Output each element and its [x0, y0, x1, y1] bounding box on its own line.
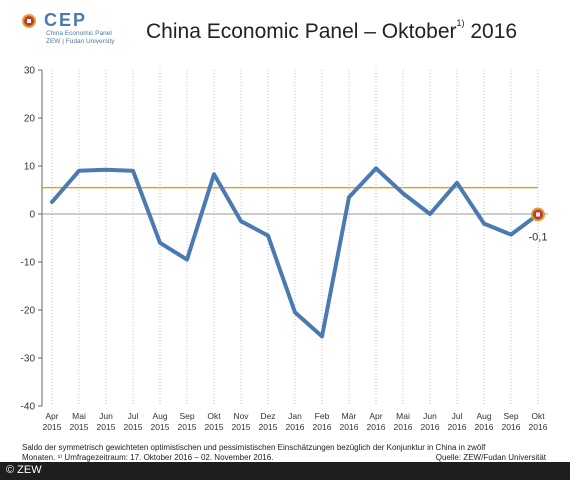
x-tick-label-year: 2016 — [529, 422, 548, 432]
y-tick-label: -30 — [21, 354, 36, 365]
chart-title-footnote-mark: 1) — [456, 18, 465, 28]
chart-source: Quelle: ZEW/Fudan Universität — [435, 453, 546, 462]
footer-bar: © ZEW — [0, 462, 570, 480]
y-tick-label: -20 — [21, 306, 36, 317]
x-tick-label-month: Nov — [233, 411, 249, 421]
x-tick-label-year: 2016 — [475, 422, 494, 432]
chart-title-year: 2016 — [470, 20, 518, 43]
logo-name: CEP — [44, 10, 88, 30]
x-tick-label-month: Okt — [207, 411, 221, 421]
x-tick-label-year: 2016 — [313, 422, 332, 432]
x-tick-label-year: 2015 — [151, 422, 170, 432]
x-tick-label-month: Jan — [288, 411, 302, 421]
x-tick-label-year: 2016 — [340, 422, 359, 432]
chart-caption: Saldo der symmetrisch gewichteten optimi… — [22, 443, 552, 463]
y-tick-label: 10 — [24, 162, 36, 173]
x-tick-label-year: 2016 — [394, 422, 413, 432]
x-tick-label-month: Jul — [128, 411, 139, 421]
x-tick-label-year: 2016 — [421, 422, 440, 432]
logo-subtitle-1: China Economic Panel — [46, 30, 112, 37]
copyright: © ZEW — [6, 464, 42, 476]
x-tick-label-month: Feb — [315, 411, 330, 421]
x-tick-label-year: 2015 — [124, 422, 143, 432]
x-tick-label-month: Jun — [99, 411, 113, 421]
x-tick-label-month: Jun — [423, 411, 437, 421]
x-tick-label-month: Mär — [342, 411, 357, 421]
caption-line-2: Monaten. ¹⁾ Umfragezeitraum: 17. Oktober… — [22, 453, 274, 462]
chart-title-main: China Economic Panel – Oktober — [146, 20, 457, 43]
x-tick-label-year: 2015 — [205, 422, 224, 432]
x-tick-label-year: 2015 — [259, 422, 278, 432]
y-tick-label: 30 — [24, 66, 36, 77]
logo-subtitle-2: ZEW | Fudan University — [46, 38, 115, 45]
series-line — [50, 166, 540, 339]
line-chart: 3020100-10-20-30-40-0,1Apr2015Mai2015Jun… — [21, 66, 548, 432]
x-tick-label-year: 2015 — [97, 422, 116, 432]
y-tick-label: 0 — [29, 210, 35, 221]
x-tick-label-year: 2016 — [286, 422, 305, 432]
y-tick-label: -10 — [21, 258, 36, 269]
x-tick-label-month: Apr — [369, 411, 382, 421]
x-tick-label-month: Okt — [531, 411, 545, 421]
x-tick-label-month: Sep — [179, 411, 194, 421]
x-tick-label-year: 2015 — [43, 422, 62, 432]
x-tick-label-year: 2015 — [178, 422, 197, 432]
cep-logo-icon — [22, 14, 36, 28]
y-tick-label: 20 — [24, 114, 36, 125]
x-tick-label-month: Aug — [152, 411, 167, 421]
x-tick-label-year: 2015 — [70, 422, 89, 432]
cep-logo: CEP China Economic Panel ZEW | Fudan Uni… — [22, 10, 132, 52]
caption-line-1: Saldo der symmetrisch gewichteten optimi… — [22, 443, 486, 452]
x-tick-label-month: Sep — [503, 411, 518, 421]
x-tick-label-month: Jul — [452, 411, 463, 421]
x-tick-label-year: 2016 — [448, 422, 467, 432]
last-value-label: -0,1 — [529, 231, 548, 243]
x-tick-label-month: Aug — [476, 411, 491, 421]
x-tick-label-year: 2016 — [367, 422, 386, 432]
y-tick-label: -40 — [21, 402, 36, 413]
x-tick-label-month: Apr — [45, 411, 58, 421]
x-tick-label-month: Mai — [72, 411, 86, 421]
x-tick-label-month: Dez — [260, 411, 275, 421]
last-point-marker-center — [536, 212, 540, 217]
x-tick-label-month: Mai — [396, 411, 410, 421]
x-tick-label-year: 2015 — [232, 422, 251, 432]
chart-title: China Economic Panel – Oktober1) 2016 — [146, 18, 518, 44]
x-tick-label-year: 2016 — [502, 422, 521, 432]
